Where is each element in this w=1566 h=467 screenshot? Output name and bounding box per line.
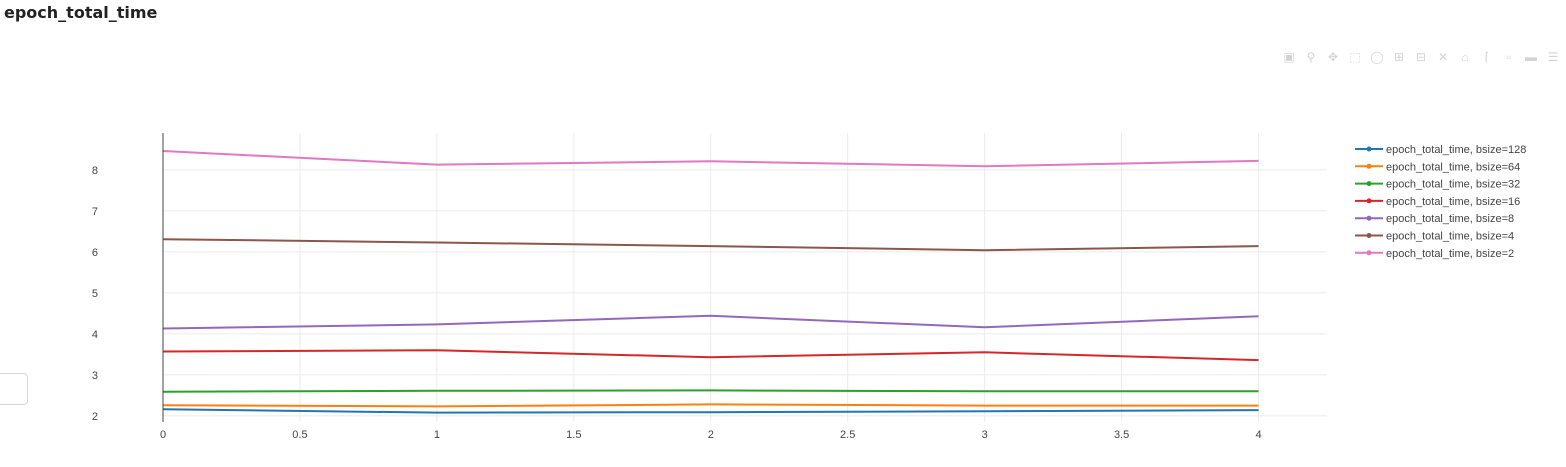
zoom-out-icon[interactable]: ⊟	[1415, 50, 1427, 64]
series-line[interactable]	[162, 314, 1259, 330]
legend-item[interactable]: epoch_total_time, bsize=16	[1355, 196, 1520, 208]
y-tick-label: 5	[92, 288, 98, 300]
y-tick-label: 6	[92, 247, 98, 259]
legend-marker	[1366, 233, 1372, 238]
legend-label: epoch_total_time, bsize=4	[1386, 231, 1514, 243]
pan-icon[interactable]: ✥	[1327, 50, 1339, 64]
autoscale-icon[interactable]: ✕	[1437, 50, 1449, 64]
y-tick-label: 3	[92, 370, 98, 382]
legend-label: epoch_total_time, bsize=16	[1386, 196, 1520, 208]
zoom-icon[interactable]: ⚲	[1306, 50, 1316, 64]
hover-compare-icon[interactable]: ▬	[1525, 50, 1537, 64]
series-line[interactable]	[162, 408, 1259, 414]
legend-label: epoch_total_time, bsize=64	[1386, 161, 1520, 173]
legend-label: epoch_total_time, bsize=2	[1386, 248, 1514, 260]
legend-marker	[1366, 215, 1372, 221]
side-panel-button[interactable]	[0, 373, 28, 405]
series-line[interactable]	[162, 403, 1259, 408]
zoom-in-icon[interactable]: ⊞	[1393, 50, 1405, 64]
y-tick-label: 2	[92, 411, 98, 423]
legend-marker	[1366, 250, 1372, 256]
legend-item[interactable]: epoch_total_time, bsize=128	[1355, 144, 1526, 156]
chart-toolbar: ▣ ⚲ ✥ ⬚ ◯ ⊞ ⊟ ✕ ⌂ ⌈ ▫ ▬ ☰	[1280, 48, 1562, 66]
legend-label: epoch_total_time, bsize=8	[1386, 213, 1514, 225]
y-tick-label: 4	[92, 329, 98, 341]
spike-lines-icon[interactable]: ⌈	[1484, 50, 1490, 64]
x-tick-label: 1	[434, 429, 440, 441]
legend-item[interactable]: epoch_total_time, bsize=32	[1355, 179, 1520, 191]
x-tick-label: 4	[1255, 429, 1261, 441]
series-line[interactable]	[162, 349, 1259, 362]
reset-axes-icon[interactable]: ⌂	[1461, 50, 1469, 64]
x-tick-label: 2.5	[840, 429, 855, 441]
lasso-icon[interactable]: ◯	[1370, 50, 1384, 64]
x-tick-label: 2	[708, 429, 714, 441]
grid-lines	[163, 133, 1327, 422]
tick-labels: 2 3 4 5 6 7 8 0 0.5 1 1.5 2 2.5 3 3.5 4	[92, 165, 1262, 441]
legend-marker	[1366, 198, 1372, 204]
camera-icon[interactable]: ▣	[1283, 50, 1295, 64]
legend[interactable]: epoch_total_time, bsize=128 epoch_total_t…	[1355, 144, 1526, 260]
legend-marker	[1366, 181, 1372, 187]
hover-closest-icon[interactable]: ▫	[1506, 50, 1512, 64]
y-tick-label: 8	[92, 165, 98, 177]
logo-icon[interactable]: ☰	[1547, 50, 1559, 64]
series-line[interactable]	[162, 389, 1259, 393]
legend-label: epoch_total_time, bsize=32	[1386, 179, 1520, 191]
legend-item[interactable]: epoch_total_time, bsize=4	[1355, 231, 1514, 243]
box-select-icon[interactable]: ⬚	[1349, 50, 1361, 64]
page-title: epoch_total_time	[4, 3, 158, 22]
legend-item[interactable]: epoch_total_time, bsize=2	[1355, 248, 1514, 260]
legend-label: epoch_total_time, bsize=128	[1386, 144, 1526, 156]
x-tick-label: 0.5	[292, 429, 307, 441]
x-tick-label: 3	[982, 429, 988, 441]
legend-item[interactable]: epoch_total_time, bsize=64	[1355, 161, 1520, 173]
x-tick-label: 1.5	[566, 429, 581, 441]
series-lines	[162, 150, 1259, 414]
series-line[interactable]	[162, 238, 1259, 252]
series-line[interactable]	[162, 150, 1259, 168]
legend-marker	[1366, 163, 1372, 169]
x-tick-label: 0	[160, 429, 166, 441]
x-tick-label: 3.5	[1114, 429, 1129, 441]
legend-item[interactable]: epoch_total_time, bsize=8	[1355, 213, 1514, 225]
y-tick-label: 7	[92, 206, 98, 218]
legend-marker	[1366, 146, 1372, 152]
